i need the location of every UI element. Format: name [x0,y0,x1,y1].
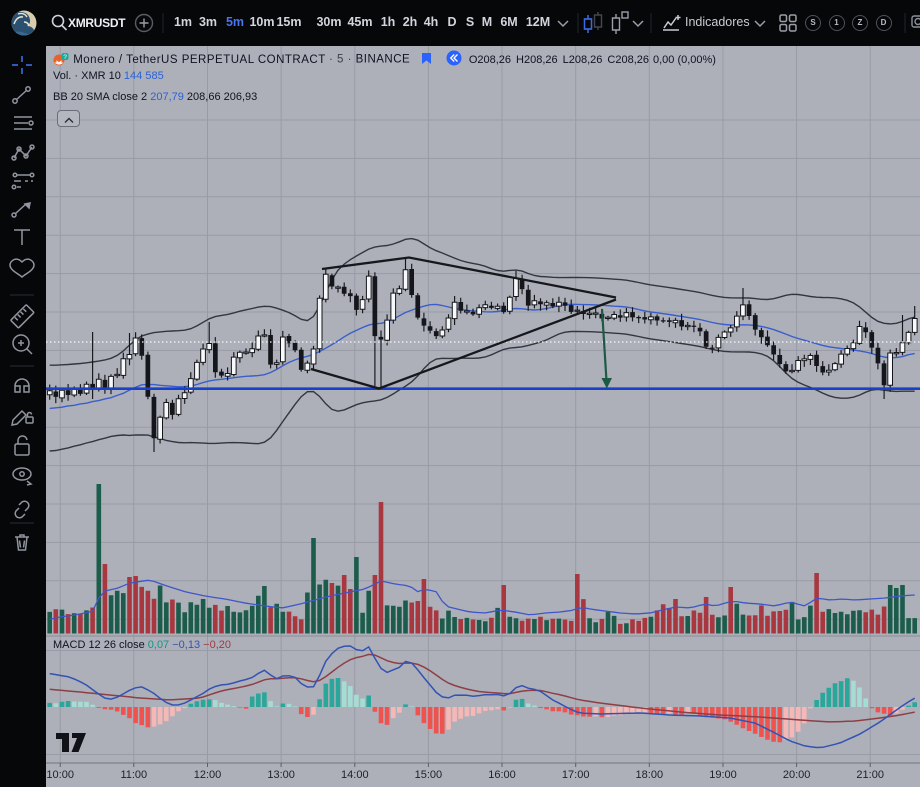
svg-text:?: ? [63,54,67,61]
